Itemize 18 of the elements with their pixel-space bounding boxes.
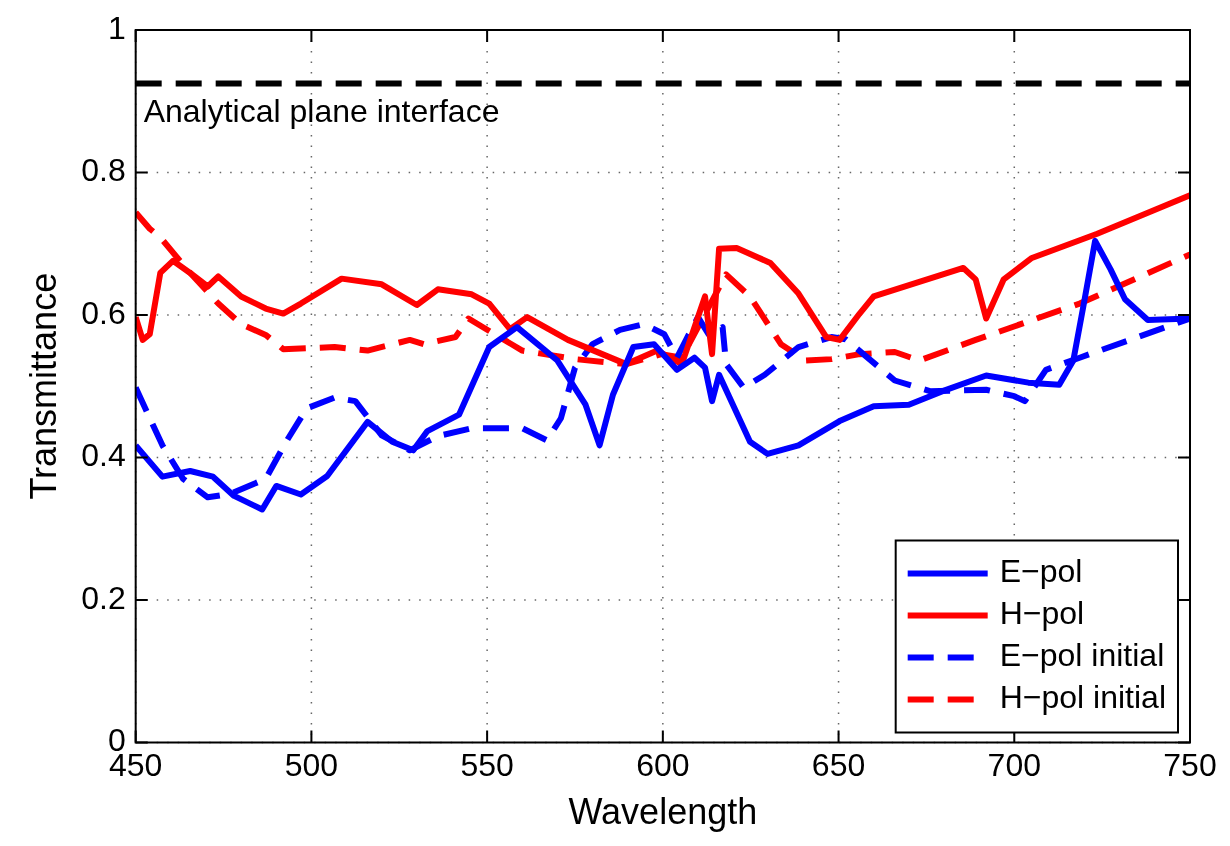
x-tick-label: 500 — [284, 747, 339, 784]
legend-label: H−pol initial — [999, 679, 1166, 716]
y-axis-title: Transmittance — [22, 272, 64, 500]
x-tick-label: 550 — [460, 747, 514, 784]
y-tick-label: 0.2 — [81, 579, 126, 616]
legend-label: E−pol — [999, 553, 1083, 590]
y-tick-label: 0.8 — [81, 152, 126, 189]
y-tick-label: 1 — [107, 9, 126, 46]
legend-label: H−pol — [999, 595, 1085, 632]
legend-label: E−pol initial — [999, 637, 1165, 674]
y-tick-label: 0.4 — [81, 437, 126, 474]
y-tick-label: 0.6 — [81, 294, 126, 331]
x-tick-label: 750 — [1163, 747, 1217, 784]
x-tick-label: 650 — [811, 747, 866, 784]
x-axis-title: Wavelength — [568, 791, 758, 833]
x-tick-label: 700 — [987, 747, 1041, 784]
ref-line-label: Analytical plane interface — [143, 93, 500, 130]
x-tick-label: 600 — [636, 747, 690, 784]
